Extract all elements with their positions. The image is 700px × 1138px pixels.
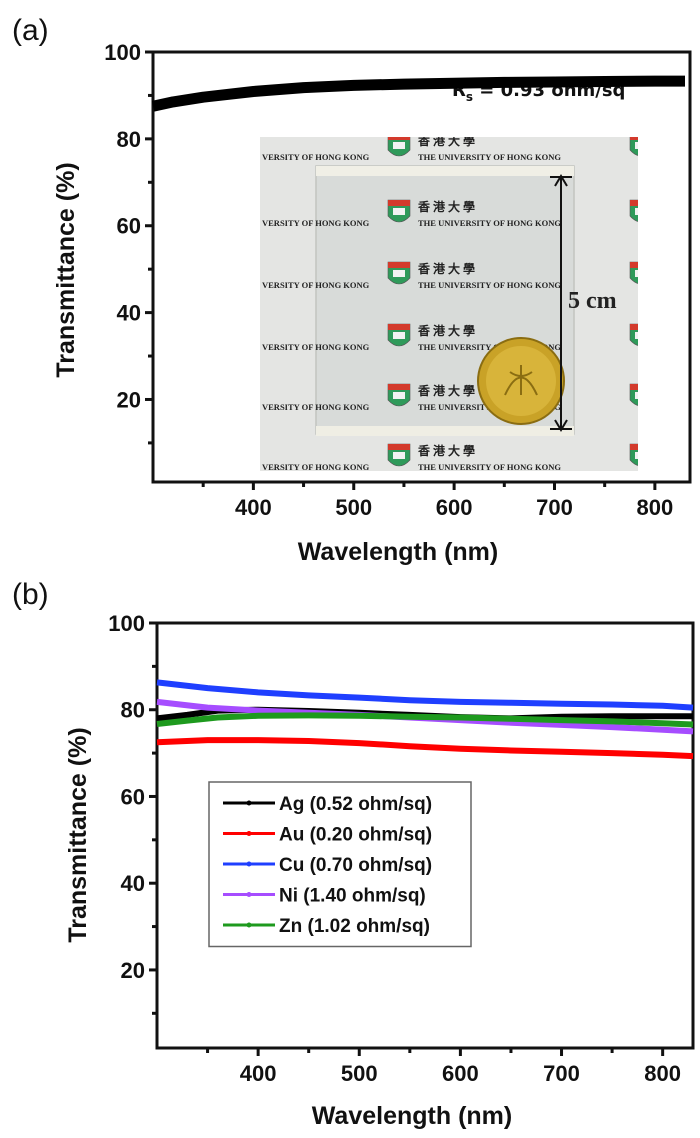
- legend-label: Au (0.20 ohm/sq): [279, 825, 432, 846]
- hku-crest-icon: [629, 443, 638, 466]
- legend-marker: [246, 922, 252, 928]
- photo-english-text-left: VERSITY OF HONG KONG: [262, 152, 370, 162]
- photo-chinese-text: 香 港 大 學: [417, 261, 475, 276]
- x-tick-label: 600: [442, 1061, 479, 1086]
- series-a: [151, 75, 685, 112]
- series-line-au: [156, 737, 694, 760]
- axes-a: 20 40 60 80 100 400 500 600 700 800: [104, 40, 692, 520]
- legend-marker: [246, 800, 252, 806]
- hku-crest-icon: [629, 199, 638, 222]
- film-tape-top: [316, 166, 574, 176]
- photo-english-text-left: VERSITY OF HONG KONG: [262, 342, 370, 352]
- x-tick-label: 700: [543, 1061, 580, 1086]
- y-tick-label: 20: [121, 958, 145, 983]
- y-tick-label: 40: [117, 301, 141, 326]
- hku-crest-icon: [387, 199, 411, 223]
- legend-marker: [246, 831, 252, 836]
- hku-crest-icon: [387, 137, 411, 157]
- legend-item: Zn (1.02 ohm/sq): [223, 916, 430, 937]
- x-tick-label: 500: [335, 495, 372, 520]
- photo-chinese-text: 香 港 大 學: [417, 443, 475, 458]
- photo-english-text-left: VERSITY OF HONG KONG: [262, 218, 370, 228]
- y-tick-label: 20: [117, 387, 141, 412]
- series-b: [156, 679, 694, 760]
- hku-crest-icon: [387, 383, 411, 407]
- legend-item: Au (0.20 ohm/sq): [223, 825, 432, 846]
- inset-photo: 香 港 大 學 THE UNIVERSITY OF HONG KONG VERSIT…: [260, 133, 638, 472]
- series-line-transmittance: [151, 75, 685, 112]
- plot-frame: [155, 621, 695, 1050]
- legend-label: Zn (1.02 ohm/sq): [279, 916, 430, 937]
- legend-item: Cu (0.70 ohm/sq): [223, 855, 432, 876]
- y-tick-label: 80: [121, 698, 145, 723]
- legend-label: Cu (0.70 ohm/sq): [279, 855, 432, 876]
- legend-marker: [246, 892, 252, 897]
- legend: Ag (0.52 ohm/sq) Au (0.20 ohm/sq) Cu (0.70…: [208, 781, 472, 948]
- y-tick-label: 100: [104, 40, 141, 65]
- hku-crest-icon: [629, 137, 638, 156]
- legend-label: Ni (1.40 ohm/sq): [279, 886, 426, 907]
- y-tick-label: 60: [117, 214, 141, 239]
- plot-frame: [151, 50, 692, 484]
- coin-bauhinia-icon: [504, 365, 538, 396]
- photo-chinese-text: 香 港 大 學: [417, 199, 475, 214]
- y-axis-title-b: Transmittance (%): [64, 727, 92, 942]
- photo-english-text-left: VERSITY OF HONG KONG: [262, 402, 370, 412]
- y-tick-label: 100: [108, 611, 145, 636]
- x-axis-title-a: Wavelength (nm): [298, 538, 498, 566]
- x-tick-label: 600: [436, 495, 473, 520]
- photo-english-text: THE UNIVERSITY OF HONG KONG: [418, 152, 561, 162]
- panel-a: (a) 香 港 大 學 THE UNIVERSITY OF HONG KONG VE…: [12, 14, 692, 566]
- x-tick-label: 800: [644, 1061, 681, 1086]
- photo-english-text: THE UNIVERSITY OF HONG KONG: [418, 342, 561, 352]
- legend-item: Ag (0.52 ohm/sq): [223, 794, 432, 815]
- photo-logo-rows: 香 港 大 學 THE UNIVERSITY OF HONG KONG VERSIT…: [262, 133, 638, 472]
- photo-chinese-text: 香 港 大 學: [417, 323, 475, 338]
- axes-b: 20 40 60 80 100 400 500 600 700 800: [108, 611, 695, 1086]
- photo-chinese-text: 香 港 大 學: [417, 383, 475, 398]
- hku-crest-icon: [629, 261, 638, 284]
- panel-a-label: (a): [12, 14, 49, 47]
- legend-marker: [246, 861, 252, 867]
- arrowhead-up-icon: [554, 174, 568, 187]
- photo-english-text: THE UNIVERSITY OF HONG KONG: [418, 462, 561, 472]
- x-tick-label: 500: [341, 1061, 378, 1086]
- x-tick-label: 400: [240, 1061, 277, 1086]
- x-tick-label: 700: [536, 495, 573, 520]
- legend-item: Ni (1.40 ohm/sq): [223, 886, 426, 907]
- y-tick-label: 60: [121, 784, 145, 809]
- hku-crest-icon: [387, 323, 411, 347]
- y-tick-label: 80: [117, 127, 141, 152]
- panel-b-label: (b): [12, 578, 49, 611]
- film-tape-bottom: [316, 426, 574, 436]
- photo-english-text: THE UNIVERSITY OF HONG KONG: [418, 218, 561, 228]
- photo-english-text: THE UNIVERSITY OF HONG KONG: [418, 280, 561, 290]
- x-tick-label: 400: [235, 495, 272, 520]
- y-tick-label: 40: [121, 871, 145, 896]
- x-tick-label: 800: [637, 495, 674, 520]
- hku-crest-icon: [629, 383, 638, 406]
- hku-crest-icon: [629, 323, 638, 346]
- photo-english-text-left: VERSITY OF HONG KONG: [262, 280, 370, 290]
- hku-crest-icon: [387, 443, 411, 467]
- dimension-label: 5 cm: [568, 288, 617, 314]
- photo-chinese-text: 香 港 大 學: [417, 133, 475, 148]
- series-line-cu: [156, 679, 694, 711]
- x-axis-title-b: Wavelength (nm): [312, 1102, 512, 1130]
- panel-b: (b) 20 40 60 80 100 400 500 600 700 800 Ag (0.52 …: [12, 578, 695, 1130]
- hku-crest-icon: [387, 261, 411, 285]
- series-line-zn: [156, 712, 694, 728]
- arrowhead-down-icon: [554, 419, 568, 432]
- y-axis-title-a: Transmittance (%): [52, 162, 80, 377]
- annot-sub: s: [466, 90, 473, 104]
- legend-label: Ag (0.52 ohm/sq): [279, 794, 432, 815]
- photo-english-text-left: VERSITY OF HONG KONG: [262, 462, 370, 472]
